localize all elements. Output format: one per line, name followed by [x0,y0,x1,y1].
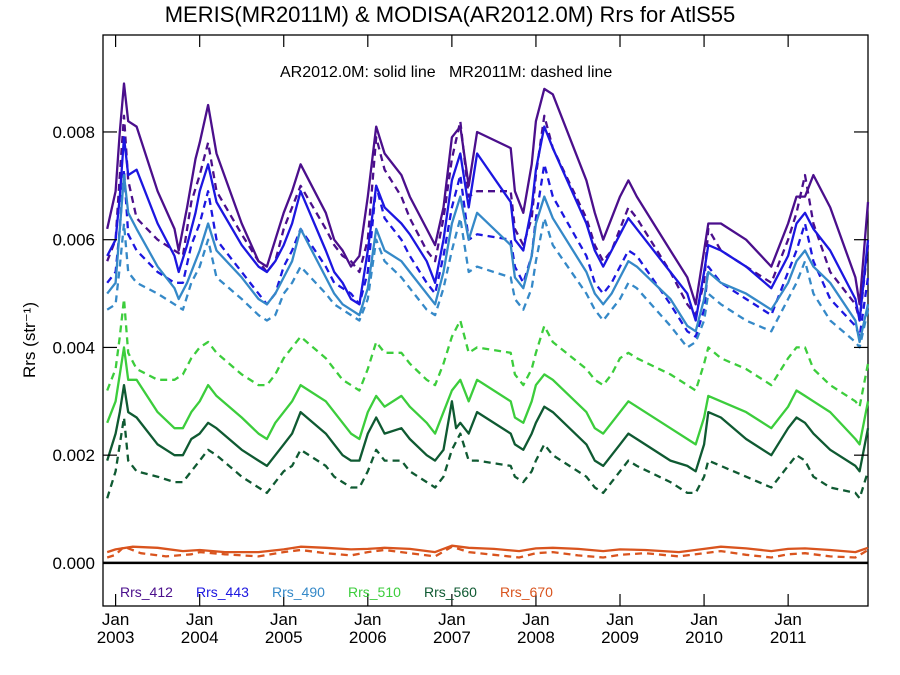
series-dashed-rrs_560 [106,416,870,500]
axis-layer: 0.0000.0020.0040.0060.008Jan2003Jan2004J… [52,35,868,647]
series-solid-rrs_443 [106,125,870,322]
x-tick-month: Jan [522,610,549,629]
series-dashed-rrs_670 [106,545,869,559]
x-tick-year: 2010 [685,628,723,647]
legend-item: Rrs_412 [120,584,173,600]
x-tick-year: 2003 [97,628,135,647]
legend-item: Rrs_443 [196,584,249,600]
series-dashed-rrs_412 [106,114,870,322]
legend-item: Rrs_510 [348,584,401,600]
plot-frame [102,34,869,607]
legend-item: Rrs_490 [272,584,325,600]
x-tick-year: 2005 [265,628,303,647]
x-tick-year: 2006 [349,628,387,647]
series-layer [106,82,870,559]
line-style-annotation: AR2012.0M: solid line MR2011M: dashed li… [280,64,613,81]
series-dashed-rrs_490 [106,217,870,349]
series-solid-rrs_670 [106,544,869,554]
series-solid-rrs_490 [106,173,870,344]
x-tick-month: Jan [354,610,381,629]
x-tick-month: Jan [102,610,129,629]
y-tick-label: 0.002 [52,446,95,465]
x-tick-month: Jan [438,610,465,629]
y-tick-label: 0.008 [52,123,95,142]
legend-item: Rrs_560 [424,584,477,600]
series-dashed-rrs_510 [106,297,870,408]
series-solid-rrs_560 [106,383,870,473]
x-tick-month: Jan [774,610,801,629]
x-tick-year: 2009 [601,628,639,647]
x-tick-month: Jan [606,610,633,629]
x-tick-year: 2011 [770,628,807,647]
legend: Rrs_412 Rrs_443 Rrs_490 Rrs_510 Rrs_560 Rrs_6… [120,584,553,600]
x-tick-month: Jan [690,610,717,629]
chart-title: MERIS(MR2011M) & MODISA(AR2012.0M) Rrs f… [164,2,736,27]
x-tick-year: 2007 [433,628,471,647]
legend-item: Rrs_670 [500,584,553,600]
y-tick-label: 0.000 [52,554,95,573]
y-axis-label: Rrs (str⁻¹) [20,301,39,379]
series-solid-rrs_510 [106,346,870,446]
y-axis-label-wrap: Rrs (str⁻¹) [10,250,50,430]
x-tick-month: Jan [186,610,213,629]
x-tick-month: Jan [270,610,297,629]
y-tick-label: 0.004 [52,338,95,357]
y-tick-label: 0.006 [52,231,95,250]
series-dashed-rrs_443 [106,163,870,338]
x-tick-year: 2004 [181,628,219,647]
x-tick-year: 2008 [517,628,555,647]
